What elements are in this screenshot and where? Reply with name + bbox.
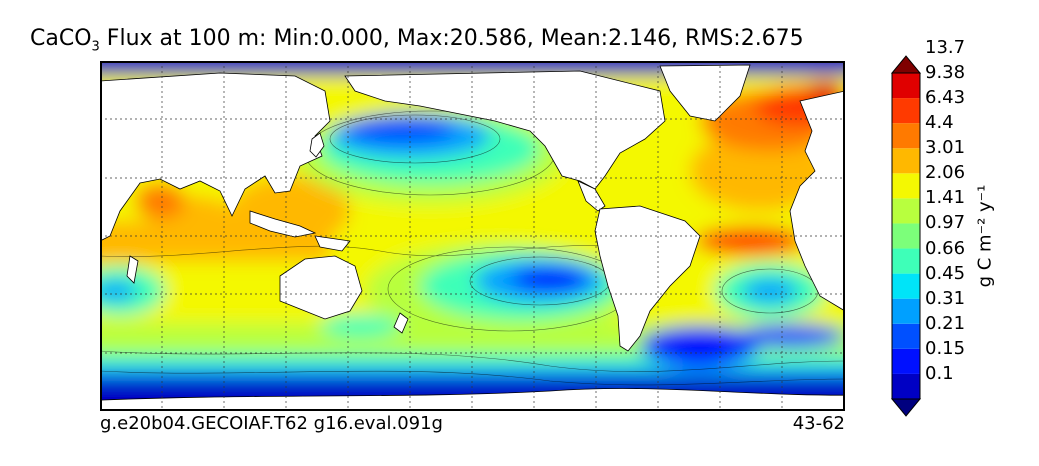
land-asia-west xyxy=(100,72,331,242)
land-new-zealand xyxy=(393,312,409,334)
land-masses xyxy=(100,64,845,411)
land-antarctica xyxy=(100,388,845,411)
colorbar-tick-label: 9.38 xyxy=(925,62,966,83)
colorbar-tick-label: 1.41 xyxy=(925,187,966,209)
land-north-america xyxy=(344,70,666,190)
colorbar-segment xyxy=(892,198,920,224)
case-name: g.e20b04.GECOIAF.T62 g16.eval.091g xyxy=(100,413,443,434)
colorbar-frame xyxy=(891,72,921,400)
colorbar-tick-label: 0.45 xyxy=(925,262,966,284)
map-frame xyxy=(100,61,845,411)
colorbar-segment xyxy=(892,323,920,349)
colorbar-canvas xyxy=(890,55,922,417)
units-label: g C m⁻² y⁻¹ xyxy=(974,184,996,288)
land-new-guinea xyxy=(314,235,351,252)
colorbar-segment xyxy=(892,73,920,99)
title-subscript: 3 xyxy=(91,39,100,55)
colorbar-tick-label: 4.4 xyxy=(925,112,954,134)
colorbar xyxy=(888,55,924,417)
land-japan xyxy=(309,132,325,158)
land-south-america xyxy=(594,205,701,352)
colorbar-tick-label: 0.31 xyxy=(925,287,966,309)
colorbar-segment xyxy=(892,273,920,299)
colorbar-tick-label: 0.21 xyxy=(925,312,966,334)
land-greenland xyxy=(659,64,751,122)
colorbar-tick-label: 2.06 xyxy=(925,162,966,184)
plot-title: CaCO3 Flux at 100 m: Min:0.000, Max:20.5… xyxy=(30,26,930,54)
colorbar-tick-label: 0.1 xyxy=(925,362,954,384)
colorbar-extend-max xyxy=(890,55,922,74)
colorbar-segment xyxy=(892,373,920,399)
title-stats: Flux at 100 m: Min:0.000, Max:20.586, Me… xyxy=(99,26,804,51)
colorbar-tick-label: 0.66 xyxy=(925,237,966,259)
colorbar-segment xyxy=(892,223,920,249)
global-flux-map xyxy=(100,61,845,411)
graticule xyxy=(100,61,845,411)
colorbar-segment xyxy=(892,173,920,199)
land-australia xyxy=(279,255,363,320)
colorbar-tick-label: 0.97 xyxy=(925,212,966,234)
colorbar-tick-label: 6.43 xyxy=(925,87,966,109)
land-madagascar xyxy=(126,255,139,284)
map-canvas xyxy=(100,61,845,411)
title-species: CaCO xyxy=(30,26,92,51)
colorbar-segment xyxy=(892,348,920,374)
colorbar-segment xyxy=(892,98,920,124)
land-indonesia xyxy=(249,210,317,238)
land-africa-europe xyxy=(789,90,845,312)
colorbar-tick-label: 0.15 xyxy=(925,337,966,359)
colorbar-tick-label: 3.01 xyxy=(925,137,966,159)
colorbar-segment xyxy=(892,248,920,274)
colorbar-tick-label: 13.7 xyxy=(925,36,966,58)
colorbar-extend-min xyxy=(890,398,922,417)
year-range: 43-62 xyxy=(792,413,845,434)
colorbar-segment xyxy=(892,298,920,324)
colorbar-segment xyxy=(892,148,920,174)
colorbar-segment xyxy=(892,123,920,149)
